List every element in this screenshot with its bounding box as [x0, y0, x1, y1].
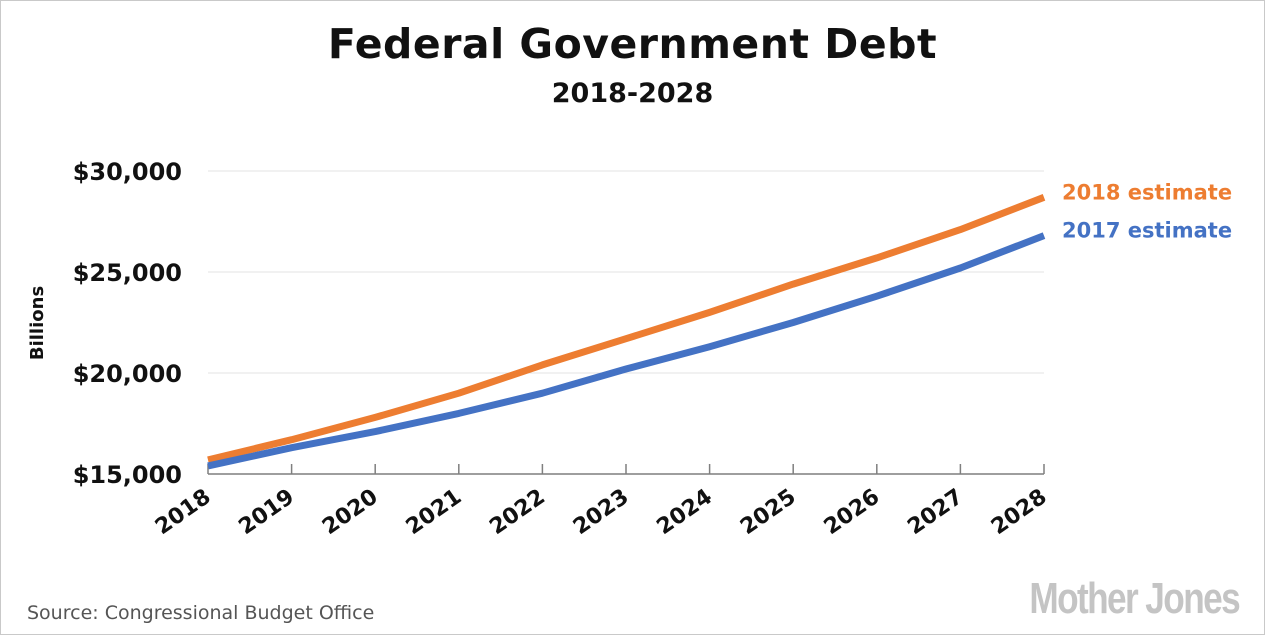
legend-label-0: 2018 estimate	[1062, 180, 1232, 204]
legend: 2018 estimate 2017 estimate	[1062, 180, 1232, 242]
x-tick-label: 2020	[318, 484, 382, 540]
series-line-0	[207, 194, 1046, 464]
mother-jones-logo: Mother Jones	[1029, 574, 1240, 623]
x-tick-label: 2018	[151, 484, 215, 540]
y-tick-label: $30,000	[73, 158, 182, 186]
x-tick-marks	[207, 464, 1045, 474]
y-tick-label: $20,000	[73, 360, 182, 388]
series-line-1	[207, 232, 1046, 470]
x-tick-label: 2022	[485, 484, 549, 540]
x-tick-label: 2021	[402, 484, 466, 540]
y-axis-label: Billions	[27, 286, 48, 360]
source-note: Source: Congressional Budget Office	[27, 602, 375, 624]
x-tick-label: 2023	[569, 484, 633, 540]
chart-title: Federal Government Debt	[327, 20, 938, 68]
y-tick-label: $15,000	[73, 461, 182, 489]
y-tick-labels: $15,000 $20,000 $25,000 $30,000	[73, 158, 182, 489]
x-tick-label: 2024	[653, 484, 717, 540]
x-tick-label: 2027	[903, 484, 967, 540]
x-tick-label: 2025	[736, 484, 800, 540]
y-tick-label: $25,000	[73, 259, 182, 287]
chart-subtitle: 2018-2028	[551, 78, 714, 109]
gridlines	[208, 170, 1044, 374]
x-tick-label: 2028	[987, 484, 1051, 540]
x-tick-label: 2019	[235, 484, 299, 540]
series-lines	[207, 194, 1046, 470]
legend-label-1: 2017 estimate	[1062, 219, 1232, 243]
x-tick-label: 2026	[820, 484, 884, 540]
x-tick-labels: 2018 2019 2020 2021 2022 2023 2024 2025 2026 2027…	[151, 484, 1051, 540]
